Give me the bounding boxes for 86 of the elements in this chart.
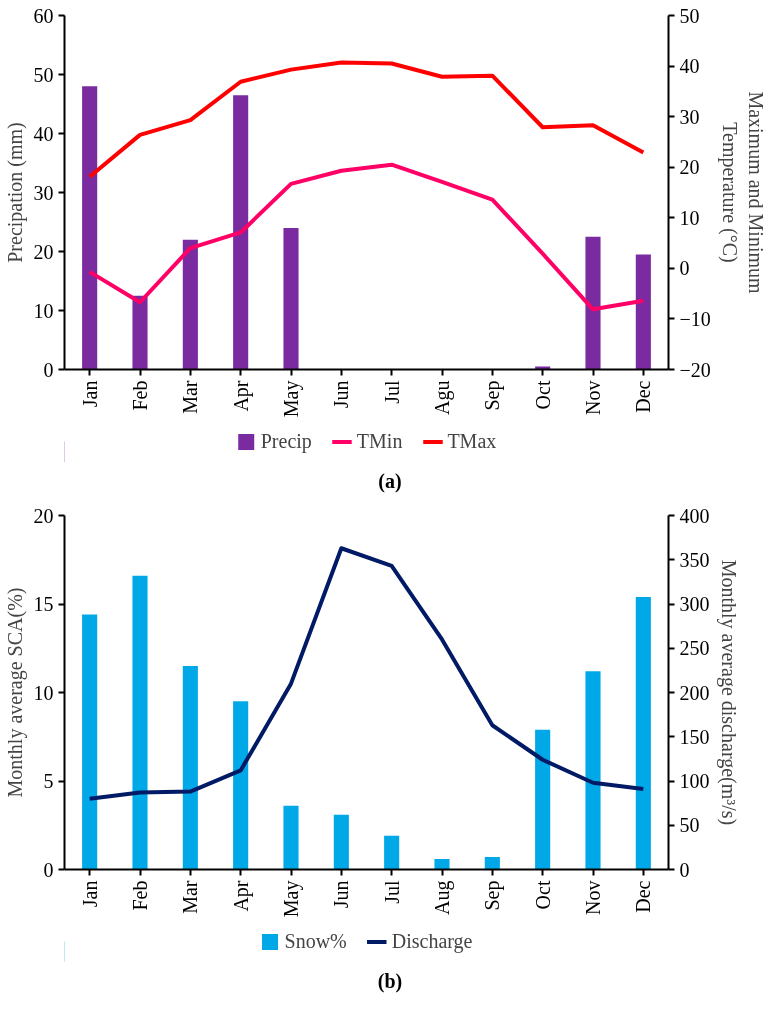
x-tick-label: Oct: [531, 380, 554, 410]
x-tick-label: Apr: [229, 880, 253, 912]
y2-tick-label: 100: [679, 770, 710, 792]
y2-tick-label: 250: [679, 637, 710, 660]
y2-tick-label: −10: [679, 307, 711, 330]
bar: [132, 295, 148, 370]
y2-tick-label: 50: [679, 4, 700, 27]
x-tick-label: Agu: [431, 380, 454, 415]
y2-tick-label: 350: [679, 548, 710, 571]
y2-tick-label: 10: [679, 206, 700, 229]
bar: [132, 575, 148, 870]
bar: [585, 671, 601, 870]
x-tick-label: Jun: [330, 880, 353, 909]
y-tick-label: 20: [33, 504, 54, 527]
y2-axis-title: Monthly average discharge(m³/s): [716, 559, 740, 826]
y-tick-label: 40: [33, 122, 54, 145]
x-tick-label: Mar: [179, 880, 202, 914]
y2-tick-label: 50: [679, 814, 700, 837]
bar: [635, 254, 651, 370]
bar: [283, 227, 299, 370]
x-tick-label: Aug: [431, 880, 454, 915]
y-tick-label: 0: [43, 358, 54, 381]
x-tick-label: Nov: [582, 880, 604, 915]
x-tick-label: Dec: [632, 380, 655, 413]
y-tick-label: 20: [33, 240, 54, 263]
bar: [82, 86, 98, 370]
bar: [283, 805, 299, 870]
y-tick-label: 10: [33, 299, 54, 322]
x-tick-label: Nov: [582, 380, 604, 415]
y-tick-label: 15: [33, 593, 54, 615]
y-tick-label: 5: [43, 770, 54, 792]
x-tick-label: May: [280, 380, 303, 418]
y2-tick-label: 0: [679, 858, 690, 881]
bar: [333, 814, 349, 870]
x-tick-label: Sep: [481, 880, 505, 911]
y2-tick-label: 20: [679, 156, 700, 179]
y-tick-label: 10: [33, 681, 54, 704]
line-series: [87, 162, 646, 312]
x-tick-label: Sep: [481, 380, 505, 411]
bar: [233, 95, 249, 370]
legend-label: Discharge: [391, 929, 473, 953]
bar: [484, 857, 500, 870]
x-tick-label: Oct: [531, 880, 554, 910]
y-tick-label: 0: [43, 858, 54, 881]
bar: [585, 236, 601, 370]
bar: [82, 614, 98, 870]
x-tick-label: Jul: [380, 380, 403, 404]
legend-label: Precip: [260, 429, 312, 453]
y2-tick-label: 150: [679, 725, 710, 748]
x-tick-label: May: [280, 880, 303, 918]
y-tick-label: 60: [33, 4, 54, 27]
bar: [182, 665, 198, 870]
x-tick-label: Jan: [78, 380, 101, 408]
bar: [384, 835, 400, 870]
x-tick-label: Jan: [78, 880, 101, 908]
y2-tick-label: 200: [679, 681, 710, 704]
y-tick-label: 50: [33, 63, 54, 86]
y-axis-title: Monthly average SCA(%): [3, 587, 27, 798]
bar: [535, 729, 551, 870]
line-series: [87, 546, 646, 801]
x-tick-label: Feb: [129, 380, 151, 411]
bar: [434, 858, 450, 870]
legend-label: TMin: [356, 429, 403, 453]
y2-tick-label: 30: [679, 105, 700, 128]
y2-tick-label: 300: [679, 593, 710, 615]
bar: [635, 596, 651, 870]
x-tick-label: Jun: [330, 380, 353, 409]
x-tick-label: Jul: [380, 880, 403, 904]
y2-tick-label: −20: [679, 358, 711, 381]
x-tick-label: Feb: [129, 880, 151, 911]
y2-axis-title: Maximum and Minimum Temperature (°C): [717, 91, 768, 295]
y2-tick-label: 40: [679, 55, 700, 78]
x-tick-label: Mar: [179, 380, 202, 414]
y-tick-label: 30: [33, 181, 54, 204]
x-tick-label: Apr: [229, 380, 253, 412]
legend-label: TMax: [447, 429, 497, 453]
y-axis-title: Precipation (mm): [3, 122, 27, 263]
y2-tick-label: 400: [679, 504, 710, 527]
y2-tick-label: 0: [679, 257, 690, 280]
legend-label: Snow%: [284, 929, 347, 953]
bar: [233, 701, 249, 870]
line-series: [87, 60, 646, 179]
bar: [182, 239, 198, 370]
text: (b): [377, 969, 403, 995]
x-tick-label: Dec: [632, 880, 655, 913]
text: (a): [378, 469, 402, 494]
